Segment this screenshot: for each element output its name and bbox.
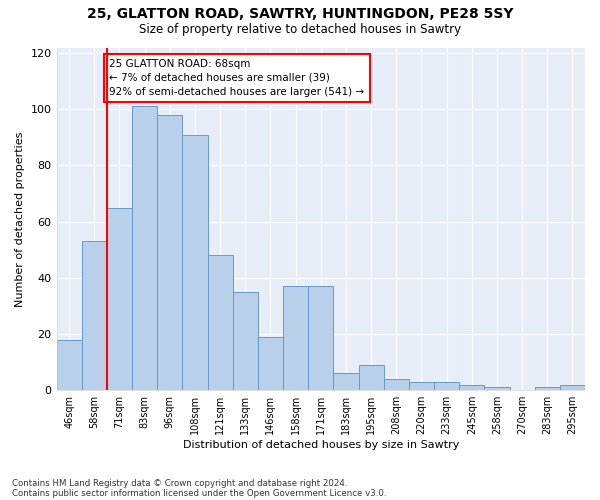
Bar bbox=[283, 286, 308, 390]
Bar bbox=[560, 384, 585, 390]
Bar bbox=[535, 388, 560, 390]
Bar bbox=[132, 106, 157, 390]
Bar bbox=[107, 208, 132, 390]
Bar bbox=[383, 379, 409, 390]
Bar bbox=[334, 374, 359, 390]
Bar bbox=[157, 115, 182, 390]
Bar bbox=[359, 365, 383, 390]
Bar bbox=[459, 384, 484, 390]
Bar bbox=[308, 286, 334, 390]
Bar bbox=[233, 292, 258, 390]
Bar bbox=[182, 134, 208, 390]
Text: 25 GLATTON ROAD: 68sqm
← 7% of detached houses are smaller (39)
92% of semi-deta: 25 GLATTON ROAD: 68sqm ← 7% of detached … bbox=[109, 58, 365, 96]
Text: 25, GLATTON ROAD, SAWTRY, HUNTINGDON, PE28 5SY: 25, GLATTON ROAD, SAWTRY, HUNTINGDON, PE… bbox=[87, 8, 513, 22]
Text: Size of property relative to detached houses in Sawtry: Size of property relative to detached ho… bbox=[139, 22, 461, 36]
Bar bbox=[409, 382, 434, 390]
Bar bbox=[208, 256, 233, 390]
X-axis label: Distribution of detached houses by size in Sawtry: Distribution of detached houses by size … bbox=[182, 440, 459, 450]
Text: Contains public sector information licensed under the Open Government Licence v3: Contains public sector information licen… bbox=[12, 488, 386, 498]
Bar bbox=[484, 388, 509, 390]
Y-axis label: Number of detached properties: Number of detached properties bbox=[15, 131, 25, 306]
Text: Contains HM Land Registry data © Crown copyright and database right 2024.: Contains HM Land Registry data © Crown c… bbox=[12, 478, 347, 488]
Bar bbox=[258, 337, 283, 390]
Bar bbox=[434, 382, 459, 390]
Bar bbox=[82, 242, 107, 390]
Bar bbox=[56, 340, 82, 390]
